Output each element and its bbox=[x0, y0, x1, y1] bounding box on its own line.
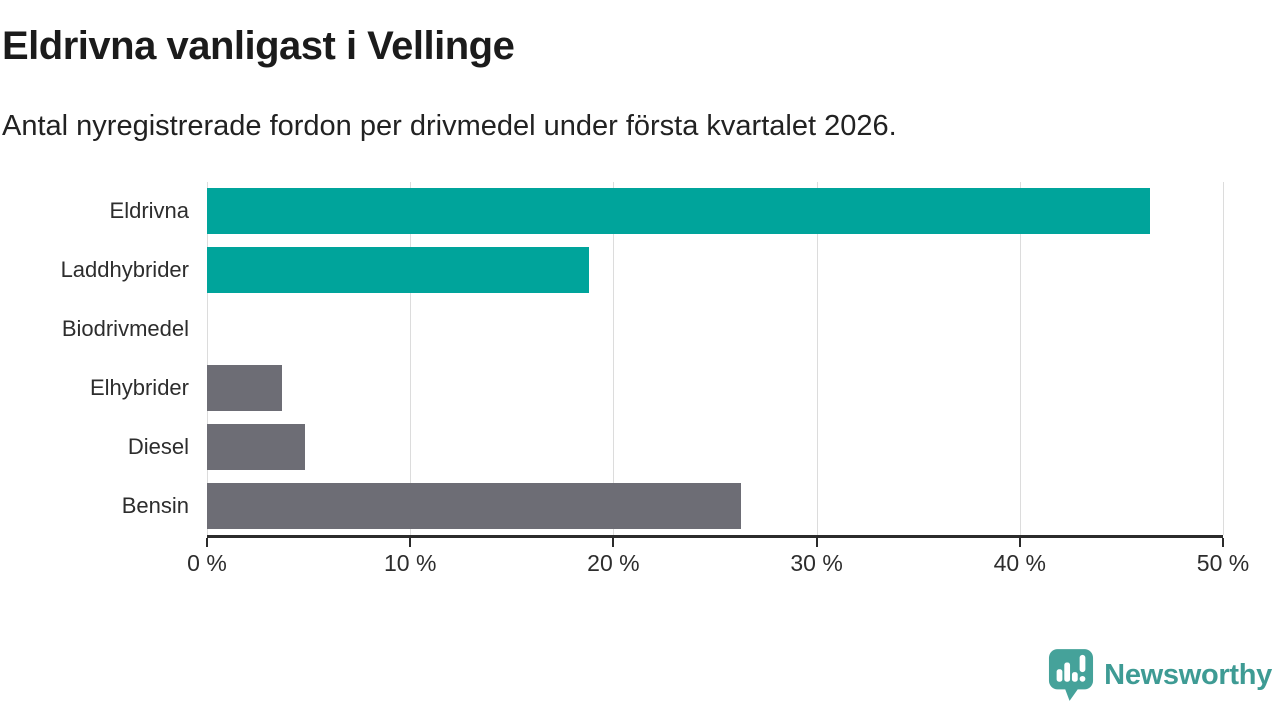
category-label-biodrivmedel: Biodrivmedel bbox=[61, 316, 189, 342]
x-tick-label-0: 0 % bbox=[187, 550, 227, 576]
category-label-diesel: Diesel bbox=[127, 433, 189, 459]
category-label-eldrivna: Eldrivna bbox=[109, 198, 189, 224]
bar-eldrivna bbox=[207, 188, 1150, 235]
gridline-30 bbox=[816, 182, 818, 535]
x-tick-label-10: 10 % bbox=[383, 550, 437, 576]
gridline-40 bbox=[1019, 182, 1021, 535]
bar-elhybrider bbox=[207, 364, 283, 411]
x-tick-40 bbox=[1018, 538, 1021, 547]
gridline-0 bbox=[207, 182, 208, 535]
chart-title: Eldrivna vanligast i Vellinge bbox=[2, 24, 515, 68]
x-tick-50 bbox=[1222, 538, 1224, 547]
category-axis-labels: Eldrivna Laddhybrider Biodrivmedel Elhybrid… bbox=[0, 182, 189, 535]
category-label-bensin: Bensin bbox=[121, 492, 189, 518]
bar-laddhybrider bbox=[207, 247, 590, 294]
x-tick-20 bbox=[612, 538, 615, 547]
x-tick-label-40: 40 % bbox=[993, 550, 1047, 576]
plot-area bbox=[207, 182, 1224, 538]
branding-name: Newsworthy bbox=[1104, 658, 1272, 691]
x-tick-label-30: 30 % bbox=[790, 550, 843, 576]
x-tick-label-20: 20 % bbox=[587, 550, 640, 576]
bar-diesel bbox=[207, 423, 305, 470]
gridline-10 bbox=[410, 182, 412, 535]
bar-bensin bbox=[207, 482, 742, 529]
gridline-20 bbox=[613, 182, 615, 535]
chart-subtitle: Antal nyregistrerade fordon per drivmede… bbox=[2, 110, 897, 142]
category-label-elhybrider: Elhybrider bbox=[89, 374, 189, 400]
x-tick-label-50: 50 % bbox=[1196, 550, 1250, 576]
newsworthy-logo-icon bbox=[1049, 649, 1094, 701]
x-axis: 0 % 10 % 20 % 30 % 40 % 50 % bbox=[187, 538, 1249, 578]
gridline-50 bbox=[1223, 182, 1224, 535]
x-tick-0 bbox=[206, 538, 208, 547]
branding-footer: Newsworthy bbox=[1048, 648, 1272, 702]
x-tick-10 bbox=[409, 538, 412, 547]
x-tick-30 bbox=[815, 538, 818, 547]
category-label-laddhybrider: Laddhybrider bbox=[60, 257, 189, 283]
